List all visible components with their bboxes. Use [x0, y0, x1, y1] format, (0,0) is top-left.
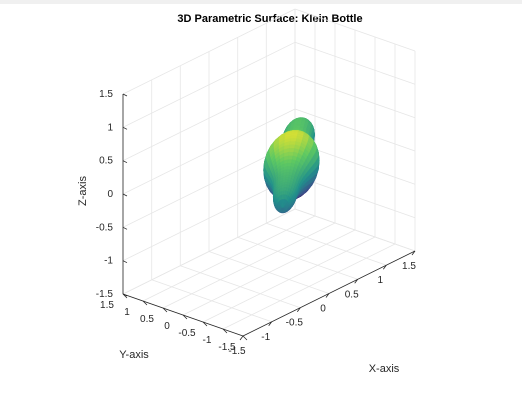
y-tick-label: 1.5 — [100, 300, 114, 311]
x-tick-label: 0.5 — [345, 289, 359, 300]
x-tick-mark — [325, 293, 330, 298]
chart-title: 3D Parametric Surface: Klein Bottle — [177, 13, 362, 25]
grid-line-backwall-z — [122, 108, 296, 195]
y-tick-label: -1 — [203, 335, 212, 346]
x-axis-label: X-axis — [369, 363, 400, 375]
y-tick-mark — [242, 335, 248, 341]
z-tick-mark — [122, 260, 128, 264]
surface-patch — [288, 147, 295, 153]
figure-top-strip — [0, 0, 522, 4]
z-tick-label: 1 — [107, 122, 113, 133]
grid-line-backwall-z — [122, 41, 296, 128]
z-tick-label: -0.5 — [96, 222, 114, 233]
y-tick-label: -1.5 — [218, 342, 236, 353]
x-tick-label: -1 — [261, 332, 270, 343]
y-tick-mark — [202, 321, 208, 327]
x-tick-label: -1.5 — [228, 346, 246, 357]
grid-line-backwall-z — [122, 208, 296, 295]
y-tick-label: 0 — [164, 321, 170, 332]
y-tick-label: -0.5 — [178, 328, 196, 339]
surface-patch — [289, 140, 297, 145]
x-tick-mark — [268, 321, 273, 327]
surface-patch — [297, 122, 302, 125]
grid-line-sidewall-z — [294, 208, 416, 252]
grid-line-backwall-z — [122, 175, 296, 262]
klein-bottle-surface — [263, 117, 320, 214]
z-axis-label: Z-axis — [77, 176, 89, 206]
z-tick-mark — [122, 126, 128, 130]
x-tick-mark — [382, 264, 387, 270]
x-tick-mark — [411, 250, 416, 256]
y-tick-label: 1 — [124, 307, 130, 318]
grid-line-sidewall-z — [294, 41, 416, 85]
z-tick-label: -1.5 — [96, 289, 114, 300]
grid-line-backwall-z — [122, 75, 296, 162]
tick-labels: -1.5-1-0.500.511.5-1.5-1-0.500.511.5-1.5… — [96, 89, 417, 357]
grid-line-floor-y — [202, 236, 376, 323]
x-tick-mark — [354, 279, 359, 284]
z-tick-mark — [122, 293, 128, 297]
y-tick-mark — [162, 307, 168, 313]
surface-patch — [297, 120, 302, 124]
z-tick-mark — [122, 160, 128, 164]
surface-patch — [307, 138, 314, 146]
axis-layer — [122, 93, 416, 341]
z-tick-mark — [122, 226, 128, 230]
grid-line-floor-y — [182, 229, 356, 316]
y-tick-label: 0.5 — [140, 314, 154, 325]
x-tick-label: 0 — [320, 304, 326, 315]
z-tick-label: 0 — [107, 189, 113, 200]
grid-line-sidewall-z — [294, 75, 416, 119]
grid-line-sidewall-z — [294, 108, 416, 152]
grid-line-floor-y — [142, 215, 316, 302]
x-tick-label: 1.5 — [402, 261, 416, 272]
grid-line-sidewall-z — [294, 175, 416, 219]
grid-line-sidewall-z — [294, 8, 416, 52]
surface-patch — [290, 133, 298, 137]
x-tick-label: -0.5 — [286, 318, 304, 329]
z-tick-label: 0.5 — [99, 156, 113, 167]
x-tick-mark — [239, 335, 244, 341]
y-axis-label: Y-axis — [119, 349, 149, 361]
grid-layer — [122, 8, 416, 337]
y-tick-mark — [142, 300, 148, 306]
grid-line-floor-y — [222, 243, 396, 330]
grid-line-backwall-z — [122, 8, 296, 95]
y-tick-mark — [182, 314, 188, 320]
surface-patch — [289, 144, 296, 149]
surface-patch — [289, 138, 297, 142]
surface-patch — [290, 135, 298, 139]
x-tick-mark — [296, 307, 301, 312]
z-tick-mark — [122, 193, 128, 197]
y-tick-mark — [222, 328, 228, 334]
x-tick-label: 1 — [378, 275, 384, 286]
z-tick-mark — [122, 93, 128, 97]
z-tick-label: 1.5 — [99, 89, 113, 100]
grid-line-floor-y — [162, 222, 336, 309]
z-tick-label: -1 — [104, 256, 113, 267]
